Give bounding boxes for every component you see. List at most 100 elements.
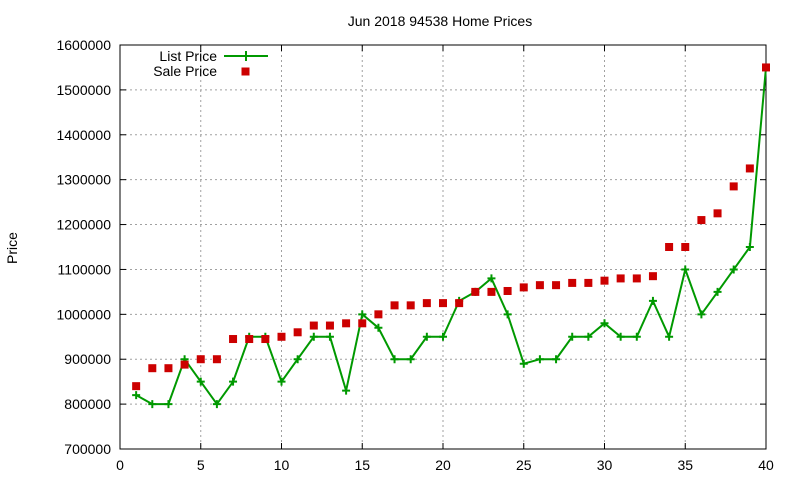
list-price-point: [229, 377, 238, 386]
y-tick-label: 1400000: [56, 127, 111, 143]
list-price-point: [535, 355, 544, 364]
sale-price-point: [455, 299, 464, 308]
sale-price-point: [729, 182, 738, 191]
legend: List Price Sale Price: [153, 48, 268, 79]
sale-price-point: [148, 364, 157, 373]
legend-marker-sale-price: [241, 67, 250, 76]
x-tick-label: 30: [597, 457, 613, 473]
legend-marker-list-price: [241, 51, 251, 61]
list-price-point: [519, 359, 528, 368]
y-tick-label: 1200000: [56, 217, 111, 233]
sale-price-point: [552, 281, 561, 290]
plot-frame: [119, 44, 767, 450]
list-price-point: [616, 332, 625, 341]
y-tick-label: 900000: [64, 351, 111, 367]
sale-price-point: [245, 335, 254, 344]
sale-price-point: [600, 276, 609, 285]
x-tick-label: 0: [116, 457, 124, 473]
legend-label-sale-price: Sale Price: [153, 63, 217, 79]
list-price-point: [713, 287, 722, 296]
list-price-point: [439, 332, 447, 341]
list-price-point: [632, 332, 641, 341]
list-price-point: [552, 355, 561, 364]
list-price-point: [374, 323, 383, 332]
x-tick-label: 35: [677, 457, 693, 473]
list-price-point: [422, 332, 431, 341]
sale-price-point: [261, 335, 270, 344]
sale-price-point: [584, 278, 593, 287]
list-price-point: [584, 332, 593, 341]
list-price-point: [487, 274, 496, 283]
list-price-point: [729, 265, 738, 274]
series-sale-price: [132, 63, 770, 391]
sale-price-point: [309, 321, 318, 330]
list-price-point: [148, 400, 157, 409]
sale-price-point: [164, 364, 173, 373]
sale-price-point: [422, 299, 431, 308]
sale-price-point: [519, 283, 528, 292]
sale-price-point: [293, 328, 302, 337]
list-price-point: [293, 355, 302, 364]
sale-price-point: [277, 332, 286, 341]
list-price-point: [568, 332, 577, 341]
sale-price-point: [439, 299, 447, 308]
sale-price-point: [325, 321, 334, 330]
y-tick-label: 1300000: [56, 172, 111, 188]
x-axis-ticks: 0 5 10 15 20 25 30 35 40: [116, 45, 774, 473]
y-tick-label: 700000: [64, 441, 111, 457]
sale-price-point: [745, 164, 754, 173]
list-price-point: [697, 310, 706, 319]
list-price-point: [648, 296, 657, 305]
x-tick-label: 25: [516, 457, 532, 473]
x-tick-label: 20: [435, 457, 451, 473]
list-price-point: [390, 355, 399, 364]
sale-price-point: [616, 274, 625, 283]
y-axis-ticks: 700000 800000 900000 1000000 1100000 1200000 1…: [56, 37, 766, 457]
list-price-point: [406, 355, 415, 364]
list-price-point: [309, 332, 318, 341]
x-tick-label: 40: [758, 457, 774, 473]
sale-price-point: [535, 281, 544, 290]
list-price-point: [212, 400, 221, 409]
sale-price-point: [229, 335, 238, 344]
list-price-point: [342, 386, 351, 395]
list-price-point: [681, 265, 690, 274]
sale-price-point: [196, 355, 205, 364]
y-tick-label: 1000000: [56, 306, 111, 322]
sale-price-point: [358, 319, 367, 328]
y-tick-label: 1100000: [58, 261, 112, 277]
sale-price-point: [697, 216, 706, 225]
list-price-point: [196, 377, 205, 386]
sale-price-point: [390, 301, 399, 310]
list-price-point: [164, 400, 173, 409]
sale-price-point: [132, 382, 141, 391]
list-price-point: [745, 243, 754, 251]
y-tick-label: 800000: [64, 396, 111, 412]
sale-price-point: [681, 243, 690, 251]
list-price-point: [665, 332, 674, 341]
list-price-point: [503, 310, 512, 319]
x-tick-label: 5: [197, 457, 205, 473]
y-tick-label: 1600000: [56, 37, 111, 53]
x-tick-label: 15: [354, 457, 370, 473]
legend-label-list-price: List Price: [159, 48, 217, 64]
sale-price-point: [374, 310, 383, 319]
sale-price-point: [713, 209, 722, 218]
chart-title: Jun 2018 94538 Home Prices: [348, 13, 532, 29]
sale-price-point: [406, 301, 415, 310]
series-list-price: [132, 63, 770, 409]
list-price-point: [325, 332, 334, 341]
list-price-point: [358, 310, 367, 319]
sale-price-point: [648, 272, 657, 281]
sale-price-point: [503, 286, 512, 295]
sale-price-point: [471, 287, 480, 296]
sale-price-point: [342, 319, 351, 328]
sale-price-point: [665, 243, 674, 251]
list-price-point: [132, 391, 141, 400]
y-tick-label: 1500000: [56, 82, 111, 98]
sale-price-point: [568, 278, 577, 287]
list-price-point: [277, 377, 286, 386]
sale-price-point: [180, 360, 189, 369]
y-axis-label: Price: [4, 232, 20, 264]
